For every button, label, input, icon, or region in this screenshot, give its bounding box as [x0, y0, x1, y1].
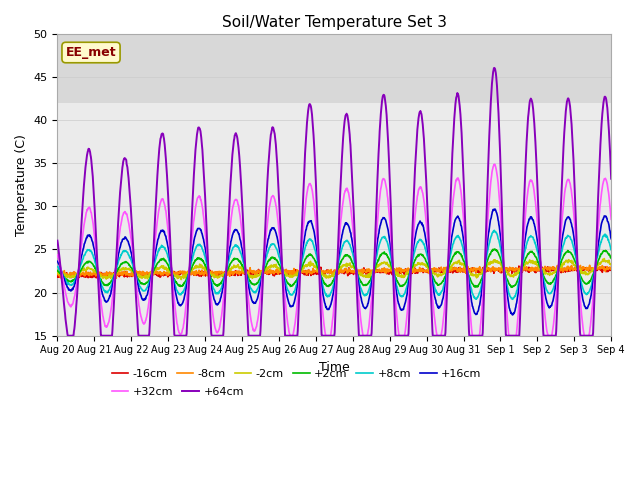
- -8cm: [54, 270, 61, 276]
- +32cm: [420, 196, 428, 202]
- +16cm: [176, 302, 184, 308]
- -8cm: [511, 266, 518, 272]
- +2cm: [419, 253, 427, 259]
- X-axis label: Time: Time: [319, 361, 349, 374]
- +64cm: [511, 333, 519, 338]
- -2cm: [177, 276, 185, 282]
- +32cm: [511, 333, 519, 338]
- +8cm: [511, 293, 519, 299]
- -16cm: [559, 265, 566, 271]
- -16cm: [176, 270, 184, 276]
- +16cm: [271, 227, 278, 232]
- -8cm: [586, 263, 593, 268]
- -8cm: [559, 265, 566, 271]
- +16cm: [607, 236, 615, 241]
- Text: EE_met: EE_met: [66, 46, 116, 59]
- -2cm: [600, 256, 608, 262]
- +16cm: [419, 224, 427, 229]
- -16cm: [420, 269, 428, 275]
- -16cm: [92, 275, 100, 281]
- Legend: +32cm, +64cm: +32cm, +64cm: [108, 382, 248, 401]
- -8cm: [285, 269, 292, 275]
- +64cm: [559, 160, 566, 166]
- +2cm: [271, 256, 278, 262]
- -2cm: [285, 273, 292, 278]
- +16cm: [492, 206, 499, 212]
- +2cm: [491, 246, 499, 252]
- Line: +32cm: +32cm: [58, 164, 611, 336]
- +8cm: [607, 247, 615, 253]
- Line: -16cm: -16cm: [58, 266, 611, 278]
- Title: Soil/Water Temperature Set 3: Soil/Water Temperature Set 3: [222, 15, 447, 30]
- +64cm: [176, 333, 184, 338]
- +16cm: [54, 259, 61, 264]
- +8cm: [490, 228, 498, 233]
- +32cm: [176, 331, 184, 336]
- +2cm: [511, 282, 519, 288]
- -2cm: [176, 274, 184, 279]
- +8cm: [284, 288, 292, 293]
- -8cm: [176, 268, 184, 274]
- Line: -8cm: -8cm: [58, 265, 611, 278]
- +32cm: [284, 323, 292, 329]
- +2cm: [607, 255, 615, 261]
- +64cm: [64, 333, 72, 338]
- +64cm: [285, 333, 292, 338]
- +64cm: [271, 134, 279, 140]
- +8cm: [54, 264, 61, 270]
- -16cm: [54, 270, 61, 276]
- +64cm: [607, 176, 615, 181]
- -2cm: [420, 261, 428, 266]
- +64cm: [420, 131, 428, 137]
- +16cm: [511, 308, 519, 313]
- -8cm: [113, 276, 120, 281]
- +2cm: [176, 283, 184, 289]
- Line: +8cm: +8cm: [58, 230, 611, 300]
- -2cm: [271, 263, 279, 268]
- +8cm: [419, 240, 427, 246]
- -16cm: [511, 266, 518, 272]
- -2cm: [54, 270, 61, 276]
- -16cm: [607, 264, 615, 270]
- +8cm: [559, 244, 566, 250]
- +16cm: [559, 232, 566, 238]
- +2cm: [559, 255, 566, 261]
- -2cm: [607, 262, 615, 268]
- Line: +2cm: +2cm: [58, 249, 611, 287]
- +16cm: [509, 312, 516, 318]
- +32cm: [287, 333, 294, 338]
- -2cm: [559, 263, 566, 268]
- -8cm: [271, 268, 279, 274]
- +32cm: [54, 252, 61, 258]
- -2cm: [511, 272, 518, 278]
- +8cm: [271, 242, 278, 248]
- Line: +16cm: +16cm: [58, 209, 611, 315]
- +32cm: [271, 196, 278, 202]
- Bar: [58, 34, 611, 103]
- Line: -2cm: -2cm: [58, 259, 611, 279]
- +8cm: [176, 292, 184, 298]
- +32cm: [559, 209, 566, 215]
- -8cm: [420, 268, 428, 274]
- -16cm: [515, 263, 523, 269]
- -8cm: [607, 265, 615, 271]
- +2cm: [54, 268, 61, 274]
- +64cm: [54, 238, 61, 243]
- +32cm: [607, 216, 615, 222]
- +64cm: [490, 65, 498, 71]
- +2cm: [508, 284, 516, 290]
- Line: +64cm: +64cm: [58, 68, 611, 336]
- +16cm: [284, 298, 292, 303]
- Y-axis label: Temperature (C): Temperature (C): [15, 134, 28, 236]
- +32cm: [491, 161, 499, 167]
- -16cm: [271, 270, 279, 276]
- +2cm: [284, 281, 292, 287]
- -16cm: [285, 271, 292, 276]
- +8cm: [509, 297, 516, 302]
